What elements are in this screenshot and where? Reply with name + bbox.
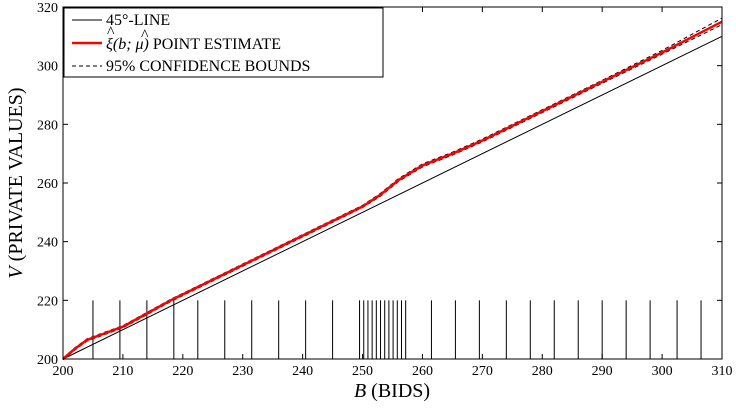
series-line-0 <box>62 35 723 360</box>
y-tick-label-3: 260 <box>37 177 58 192</box>
x-tick-label-9: 290 <box>592 364 613 379</box>
x-tick-label-7: 270 <box>472 364 493 379</box>
y-tick-label-1: 220 <box>37 294 58 309</box>
x-tick-label-10: 300 <box>652 364 673 379</box>
x-tick-label-0: 200 <box>53 364 74 379</box>
y-axis-title: V (PRIVATE VALUES) <box>5 87 27 278</box>
x-tick-label-5: 250 <box>352 364 373 379</box>
y-tick-label-4: 280 <box>37 118 58 133</box>
x-tick-label-3: 230 <box>232 364 253 379</box>
legend: 45°-LINE ξ(b; μ) POINT ESTIMATE ^ ^ 95% … <box>63 7 384 78</box>
series-line-1 <box>62 20 723 360</box>
x-axis-title: B (BIDS) <box>354 380 430 402</box>
y-tick-label-2: 240 <box>37 236 58 251</box>
y-tick-label-0: 200 <box>37 353 58 368</box>
x-tick-label-2: 220 <box>172 364 193 379</box>
legend-label-point-estimate: ξ(b; μ) POINT ESTIMATE <box>106 36 281 53</box>
legend-label-45-line: 45°-LINE <box>106 12 170 29</box>
legend-box <box>63 7 384 78</box>
x-tick-label-1: 210 <box>112 364 133 379</box>
x-tick-label-4: 240 <box>292 364 313 379</box>
legend-label-confidence: 95% CONFIDENCE BOUNDS <box>106 58 310 75</box>
x-tick-label-6: 260 <box>412 364 433 379</box>
chart-marks <box>62 17 723 361</box>
y-tick-label-5: 300 <box>37 60 58 75</box>
y-tick-label-6: 320 <box>37 1 58 16</box>
legend-hat-mu: ^ <box>141 27 149 44</box>
y-axis: 200 220 240 260 280 300 320 <box>37 1 722 368</box>
x-tick-label-8: 280 <box>532 364 553 379</box>
plot-frame <box>62 6 723 360</box>
legend-hat-xi: ^ <box>107 24 115 41</box>
x-tick-label-11: 310 <box>712 364 733 379</box>
x-axis: 200 210 220 230 240 250 260 270 280 290 300 310 <box>53 7 733 379</box>
